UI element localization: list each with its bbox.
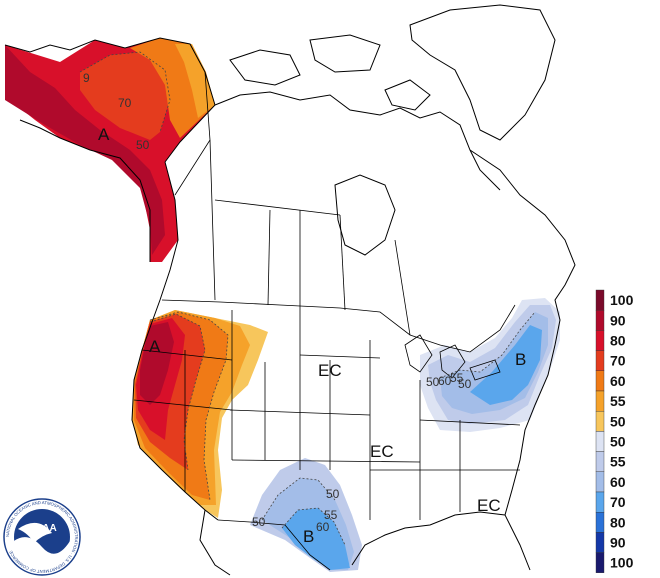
- region-label-southeast-ec: EC: [477, 496, 501, 515]
- region-label-texas-below: B: [303, 527, 314, 546]
- legend-label-below-55: 55: [610, 454, 626, 470]
- contour-label: 70: [118, 96, 132, 110]
- contour-label: 9: [83, 71, 90, 85]
- contour-label: 50: [326, 487, 340, 501]
- noaa-logo: NOAA NATIONAL OCEANIC AND ATMOSPHERIC AD…: [3, 498, 81, 576]
- legend-label-below-100: 100: [610, 555, 634, 571]
- legend-swatch-below-70: [595, 491, 605, 513]
- legend-label-above-90: 90: [610, 312, 626, 328]
- region-label-northeast-below: B: [515, 350, 526, 369]
- northeast-below-shading: [420, 298, 560, 432]
- noaa-logo-text: NOAA: [27, 523, 56, 534]
- coastlines: [4, 4, 576, 576]
- legend-label-above-50: 50: [610, 413, 626, 429]
- probability-legend: 100 90 80 70 60 55 50 50 55 60 70 80 90 100: [595, 289, 634, 573]
- contour-lines: [79, 51, 536, 546]
- legend-label-below-70: 70: [610, 494, 626, 510]
- legend-label-above-60: 60: [610, 373, 626, 389]
- alaska-above-shading: [5, 38, 215, 262]
- legend-label-below-80: 80: [610, 514, 626, 530]
- legend-label-below-90: 90: [610, 535, 626, 551]
- contour-label: 55: [450, 371, 464, 385]
- legend-swatch-above-70: [595, 350, 605, 372]
- texas-below-shading: [250, 458, 362, 572]
- legend-swatch-above-100: [595, 289, 605, 311]
- contour-label: 60: [438, 374, 452, 388]
- region-label-plains-ec: EC: [318, 361, 342, 380]
- contour-label: 50: [426, 375, 440, 389]
- legend-label-above-100: 100: [610, 292, 634, 308]
- legend-label-above-80: 80: [610, 333, 626, 349]
- legend-swatch-below-80: [595, 512, 605, 533]
- legend-swatch-below-55: [595, 451, 605, 473]
- legend-label-above-55: 55: [610, 393, 626, 409]
- legend-swatch-above-90: [595, 310, 605, 331]
- legend-label-above-70: 70: [610, 353, 626, 369]
- region-label-west-above: A: [149, 337, 161, 356]
- region-label-alaska-above: A: [98, 125, 110, 144]
- legend-swatch-below-50: [595, 431, 605, 452]
- legend-swatch-below-90: [595, 532, 605, 553]
- contour-label: 60: [316, 520, 330, 534]
- political-borders: [133, 71, 521, 571]
- legend-swatch-above-55: [595, 390, 605, 412]
- contour-label: 50: [136, 138, 150, 152]
- region-label-midwest-ec: EC: [370, 442, 394, 461]
- legend-swatch-above-60: [595, 370, 605, 392]
- legend-swatch-above-50: [595, 411, 605, 432]
- legend-swatch-above-80: [595, 330, 605, 351]
- contour-label: 50: [252, 515, 266, 529]
- legend-swatch-below-100: [595, 552, 605, 573]
- legend-label-below-50: 50: [610, 434, 626, 450]
- contour-label: 50: [458, 377, 472, 391]
- legend-label-below-60: 60: [610, 474, 626, 490]
- contour-label: 55: [324, 508, 338, 522]
- legend-swatch-below-60: [595, 471, 605, 493]
